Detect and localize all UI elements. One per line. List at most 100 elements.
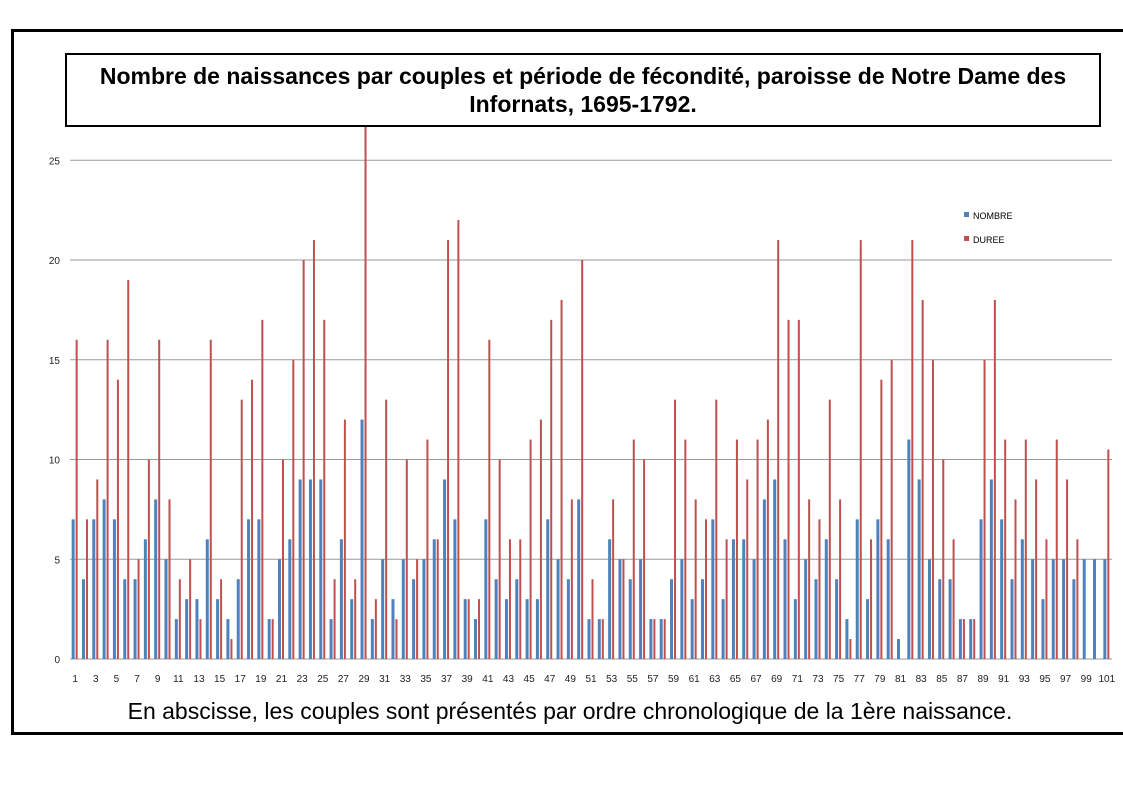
bar-nombre	[474, 619, 478, 659]
bar-nombre	[247, 519, 251, 659]
bar-duree	[952, 539, 955, 659]
bar-duree	[405, 459, 408, 659]
bar-nombre	[938, 579, 942, 659]
bar-duree	[581, 260, 584, 659]
bar-duree	[1055, 439, 1058, 659]
x-tick-label: 71	[792, 674, 804, 685]
x-tick-label: 13	[193, 674, 205, 685]
bar-nombre	[1000, 519, 1004, 659]
legend-swatch-nombre	[964, 212, 969, 217]
bar-duree	[343, 419, 346, 659]
bar-nombre	[267, 619, 271, 659]
legend-label-nombre: NOMBRE	[973, 211, 1013, 221]
bar-duree	[106, 339, 109, 659]
bar-duree	[137, 559, 140, 659]
y-tick-label: 0	[54, 655, 60, 666]
bar-nombre	[1093, 559, 1097, 659]
bar-nombre	[535, 599, 539, 659]
bar-duree	[261, 319, 264, 659]
bar-nombre	[721, 599, 725, 659]
bar-duree	[147, 459, 150, 659]
bar-nombre	[731, 539, 735, 659]
y-tick-label: 10	[49, 456, 61, 467]
bar-duree	[478, 599, 481, 659]
bar-duree	[973, 619, 976, 659]
bar-nombre	[597, 619, 601, 659]
bar-duree	[766, 419, 769, 659]
bar-duree	[735, 439, 738, 659]
bar-duree	[292, 359, 295, 659]
x-tick-label: 55	[627, 674, 639, 685]
bar-duree	[96, 479, 99, 659]
bar-duree	[560, 299, 563, 659]
x-tick-label: 23	[297, 674, 309, 685]
x-tick-label: 93	[1019, 674, 1031, 685]
bar-duree	[271, 619, 274, 659]
bar-nombre	[216, 599, 220, 659]
bar-nombre	[236, 579, 240, 659]
bar-duree	[426, 439, 429, 659]
bar-nombre	[453, 519, 457, 659]
bar-duree	[127, 279, 130, 659]
bar-duree	[333, 579, 336, 659]
bar-nombre	[185, 599, 189, 659]
bar-duree	[488, 339, 491, 659]
bar-nombre	[504, 599, 508, 659]
bar-duree	[1107, 449, 1110, 659]
bar-duree	[354, 579, 357, 659]
bar-duree	[962, 619, 965, 659]
chart-title: Nombre de naissances par couples et péri…	[99, 63, 1067, 117]
bar-nombre	[835, 579, 839, 659]
x-tick-label: 69	[771, 674, 783, 685]
bar-nombre	[1041, 599, 1045, 659]
bar-nombre	[958, 619, 962, 659]
x-tick-label: 63	[709, 674, 721, 685]
x-tick-label: 49	[565, 674, 577, 685]
bar-nombre	[907, 439, 911, 659]
bar-nombre	[412, 579, 416, 659]
bar-duree	[168, 499, 171, 659]
bar-duree	[1004, 439, 1007, 659]
legend-swatch-duree	[964, 236, 969, 241]
bar-duree	[467, 599, 470, 659]
bar-nombre	[628, 579, 632, 659]
bar-duree	[1076, 539, 1079, 659]
bar-duree	[746, 479, 749, 659]
bar-nombre	[195, 599, 199, 659]
bar-nombre	[154, 499, 158, 659]
bar-duree	[550, 319, 553, 659]
bar-nombre	[1031, 559, 1035, 659]
bar-nombre	[546, 519, 550, 659]
bar-nombre	[566, 579, 570, 659]
bar-duree	[839, 499, 842, 659]
bar-duree	[385, 399, 388, 659]
x-tick-label: 45	[524, 674, 536, 685]
bar-duree	[209, 339, 212, 659]
x-tick-label: 67	[751, 674, 763, 685]
bar-nombre	[762, 499, 766, 659]
bar-duree	[787, 319, 790, 659]
legend-label-duree: DUREE	[973, 235, 1005, 245]
bar-nombre	[443, 479, 447, 659]
bar-duree	[612, 499, 615, 659]
x-tick-label: 59	[668, 674, 680, 685]
bar-nombre	[752, 559, 756, 659]
bar-duree	[1035, 479, 1038, 659]
bars	[71, 120, 1110, 660]
bar-duree	[993, 299, 996, 659]
bar-duree	[983, 359, 986, 659]
bar-nombre	[174, 619, 178, 659]
bar-duree	[281, 459, 284, 659]
bar-nombre	[742, 539, 746, 659]
bar-duree	[591, 579, 594, 659]
x-tick-label: 91	[998, 674, 1010, 685]
bar-duree	[911, 240, 914, 660]
bar-duree	[1066, 479, 1069, 659]
bar-nombre	[917, 479, 921, 659]
bar-nombre	[123, 579, 127, 659]
x-tick-label: 95	[1039, 674, 1051, 685]
bar-nombre	[969, 619, 973, 659]
bar-duree	[704, 519, 707, 659]
bar-nombre	[556, 559, 560, 659]
